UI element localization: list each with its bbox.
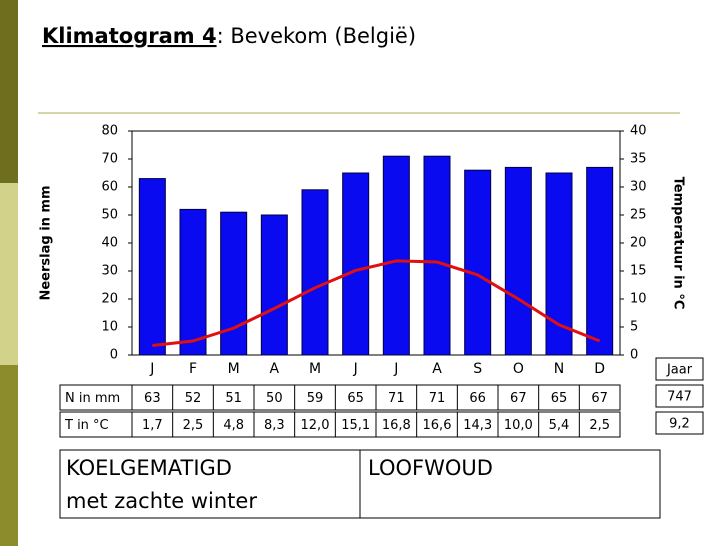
annual-cell	[655, 384, 704, 408]
plot-frame	[131, 130, 621, 356]
table-cell: 51	[225, 391, 242, 406]
table-row	[59, 411, 621, 438]
y2-tick-label: 0	[630, 348, 638, 363]
x-tick-label: F	[189, 361, 197, 377]
y2-tick-label: 40	[630, 124, 647, 139]
table-cell: 12,0	[301, 418, 330, 433]
y-tick-label: 0	[110, 348, 118, 363]
vegetation: LOOFWOUD	[368, 456, 493, 480]
table-cell: 10,0	[504, 418, 533, 433]
y-tick-label: 30	[101, 264, 118, 279]
x-tick-label: S	[473, 361, 482, 377]
bar	[464, 169, 492, 356]
table-cell: 71	[429, 391, 446, 406]
table-cell: 2,5	[183, 418, 204, 433]
row-label: N in mm	[65, 391, 120, 406]
x-tick-label: A	[432, 361, 442, 377]
title-main: Klimatogram 4	[42, 24, 217, 48]
climate-subzone: met zachte winter	[66, 489, 257, 513]
table-cell: 63	[144, 391, 161, 406]
y2-tick-label: 5	[630, 320, 638, 335]
table-cell: 16,6	[423, 418, 452, 433]
bar	[342, 172, 370, 356]
annual-temperature: 9,2	[669, 417, 690, 432]
y2-tick-label: 30	[630, 180, 647, 195]
x-tick-label: J	[149, 361, 154, 377]
table-cell: 8,3	[264, 418, 285, 433]
table-cell: 67	[510, 391, 527, 406]
x-tick-label: J	[393, 361, 398, 377]
side-strip	[0, 0, 18, 183]
table-cell: 15,1	[341, 418, 370, 433]
y2-tick-label: 15	[630, 264, 647, 279]
y-axis-label: Neerslag in mm	[39, 185, 54, 300]
side-strip	[0, 183, 18, 365]
y-tick-label: 50	[101, 208, 118, 223]
y-tick-label: 80	[101, 124, 118, 139]
bar	[301, 189, 329, 356]
bar	[138, 178, 166, 356]
bar	[220, 211, 248, 356]
table-cell: 67	[591, 391, 608, 406]
y2-tick-label: 35	[630, 152, 647, 167]
climate-zone: KOELGEMATIGD	[66, 456, 232, 480]
bar	[504, 166, 532, 356]
x-tick-label: O	[513, 361, 524, 377]
table-cell: 65	[347, 391, 364, 406]
x-tick-label: A	[270, 361, 280, 377]
bar	[586, 166, 614, 356]
y-tick-label: 60	[101, 180, 118, 195]
annual-precipitation: 747	[667, 390, 692, 405]
table-cell: 1,7	[142, 418, 163, 433]
x-tick-label: M	[309, 361, 321, 377]
side-strip	[0, 365, 18, 546]
x-tick-label: M	[228, 361, 240, 377]
table-cell: 50	[266, 391, 283, 406]
table-cell: 65	[551, 391, 568, 406]
y2-tick-label: 10	[630, 292, 647, 307]
y-tick-label: 20	[101, 292, 118, 307]
x-tick-label: D	[594, 361, 605, 377]
x-tick-label: J	[353, 361, 358, 377]
x-tick-label: N	[554, 361, 564, 377]
table-row	[59, 384, 621, 411]
title-rest: : Bevekom (België)	[217, 24, 416, 48]
bar	[382, 155, 410, 356]
bar	[179, 208, 207, 356]
table-cell: 52	[185, 391, 202, 406]
table-cell: 2,5	[589, 418, 610, 433]
annual-cell	[655, 357, 704, 381]
annual-label: Jaar	[666, 363, 693, 378]
table-cell: 59	[307, 391, 324, 406]
annual-cell	[655, 411, 704, 435]
slide-title: Klimatogram 4: Bevekom (België)	[42, 24, 416, 48]
y-tick-label: 70	[101, 152, 118, 167]
table-cell: 4,8	[223, 418, 244, 433]
y2-tick-label: 20	[630, 236, 647, 251]
table-cell: 71	[388, 391, 405, 406]
table-cell: 16,8	[382, 418, 411, 433]
temperature-line	[152, 259, 601, 347]
y-tick-label: 40	[101, 236, 118, 251]
table-cell: 14,3	[463, 418, 492, 433]
bar	[423, 155, 451, 356]
table-cell: 66	[469, 391, 486, 406]
table-cell: 5,4	[549, 418, 570, 433]
bar	[260, 214, 288, 356]
y-tick-label: 10	[101, 320, 118, 335]
y2-axis-label: Temperatuur in °C	[671, 177, 686, 310]
y2-tick-label: 25	[630, 208, 647, 223]
row-label: T in °C	[64, 418, 109, 433]
